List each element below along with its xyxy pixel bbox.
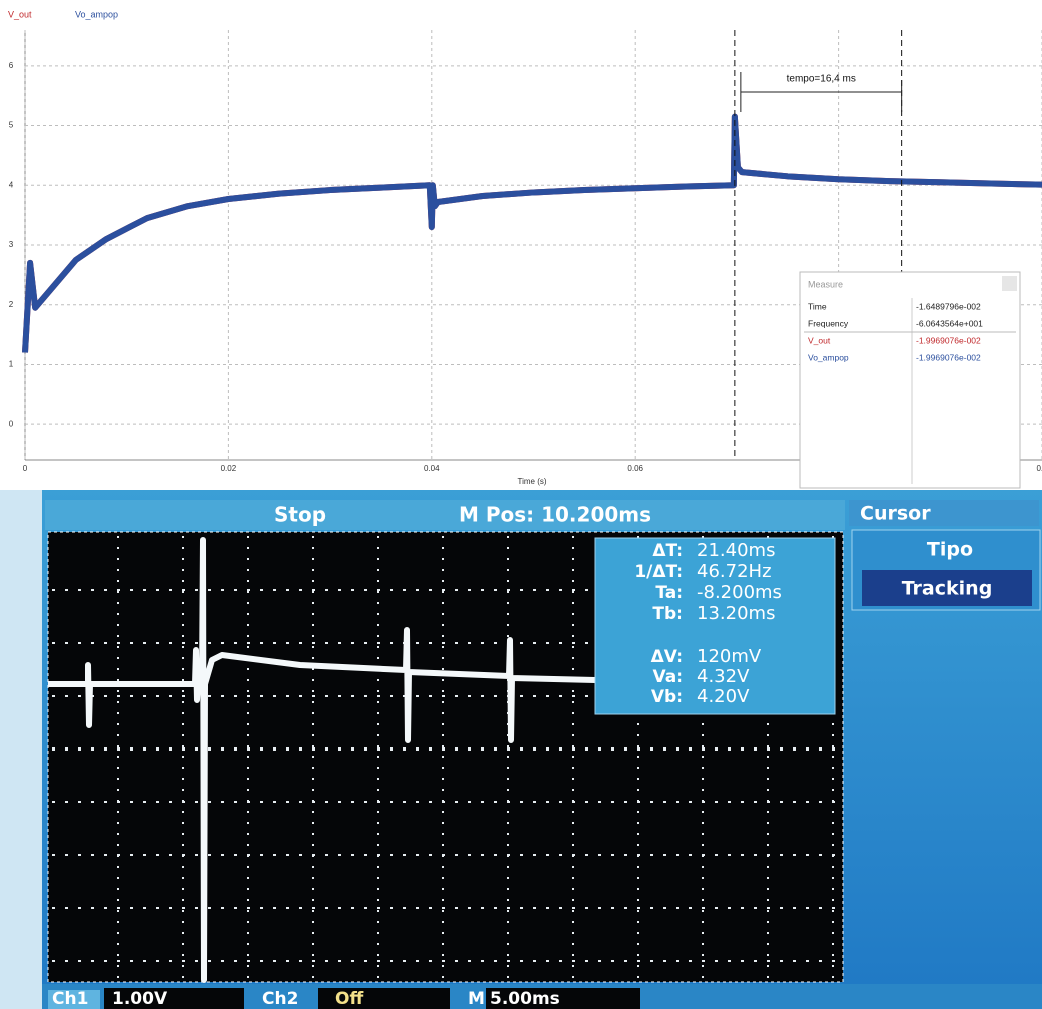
- readout-value: 13.20ms: [697, 603, 775, 624]
- measure-value: -1.6489796e-002: [916, 301, 981, 311]
- m-label: M: [468, 989, 485, 1009]
- ch1: Ch1: [52, 989, 88, 1009]
- readout-value: 46.72Hz: [697, 561, 772, 582]
- y-tick-label: 2: [9, 300, 14, 309]
- ch1-scale: 1.00V: [112, 989, 168, 1009]
- measure-value: -1.9969076e-002: [916, 335, 981, 345]
- measure-label: Vo_ampop: [808, 352, 849, 362]
- y-tick-label: 5: [9, 121, 14, 130]
- scope-bezel: [0, 490, 42, 1009]
- oscilloscope-screen: Stop M Pos: 10.200ms ΔT: 21.40ms 1/ΔT: 46.7…: [0, 490, 1042, 1009]
- readout-label: 1/ΔT:: [634, 562, 683, 582]
- readout-value: 4.32V: [697, 666, 750, 687]
- y-tick-label: 1: [9, 360, 14, 369]
- status: Stop: [274, 503, 326, 527]
- ch2: Ch2: [262, 989, 298, 1009]
- readout-value: 120mV: [697, 646, 762, 667]
- measure-label: Frequency: [808, 318, 849, 328]
- status-bar: [45, 500, 845, 530]
- y-tick-label: 3: [9, 240, 14, 249]
- ch2-state: Off: [335, 989, 363, 1009]
- y-tick-label: 6: [9, 61, 14, 70]
- m-scale: 5.00ms: [490, 989, 560, 1009]
- annotation: tempo=16,4 ms: [787, 74, 856, 85]
- readout-value: 4.20V: [697, 686, 750, 707]
- readout-label: Ta:: [655, 583, 683, 603]
- readout-label: Va:: [653, 667, 684, 687]
- readout-value: 21.40ms: [697, 540, 775, 561]
- x-tick-label: 0: [23, 464, 28, 473]
- readout-label: Vb:: [651, 687, 683, 707]
- menu-selected-label: Tracking: [902, 578, 993, 600]
- x-tick-label: 0.06: [627, 464, 643, 473]
- y-tick-label: 0: [9, 419, 14, 428]
- measure-value: -6.0643564e+001: [916, 318, 983, 328]
- legend-entry: V_out: [8, 9, 32, 19]
- measure-value: -1.9969076e-002: [916, 352, 981, 362]
- measure-label: V_out: [808, 335, 831, 345]
- measure-label: Time: [808, 301, 827, 311]
- menu-title: Cursor: [860, 503, 931, 525]
- x-tick-label: 0.02: [221, 464, 237, 473]
- readout-label: ΔT:: [652, 541, 683, 561]
- menu-item-label: Tipo: [927, 539, 973, 561]
- measure-frame: [800, 272, 1020, 488]
- m-pos: M Pos: 10.200ms: [459, 503, 651, 527]
- x-tick-label: 0.04: [424, 464, 440, 473]
- close-button[interactable]: [1002, 276, 1017, 291]
- figure: V_out Vo_ampop Time (s) 0 1 2 3 4 5 6 0 0.02 0.04…: [0, 0, 1042, 1009]
- readout-label: Tb:: [652, 604, 683, 624]
- legend-entry: Vo_ampop: [75, 9, 118, 19]
- readout-label: ΔV:: [651, 647, 683, 667]
- page: {"chart_data": {"type": "line", "legend"…: [0, 0, 1042, 1009]
- x-tick-label: 0.1: [1036, 464, 1042, 473]
- measure-title: Measure: [808, 279, 843, 289]
- x-axis-label: Time (s): [517, 477, 546, 486]
- measure-window: Measure Time -1.6489796e-002 Frequency -…: [800, 272, 1020, 488]
- readout-value: -8.200ms: [697, 582, 782, 603]
- y-tick-label: 4: [9, 180, 14, 189]
